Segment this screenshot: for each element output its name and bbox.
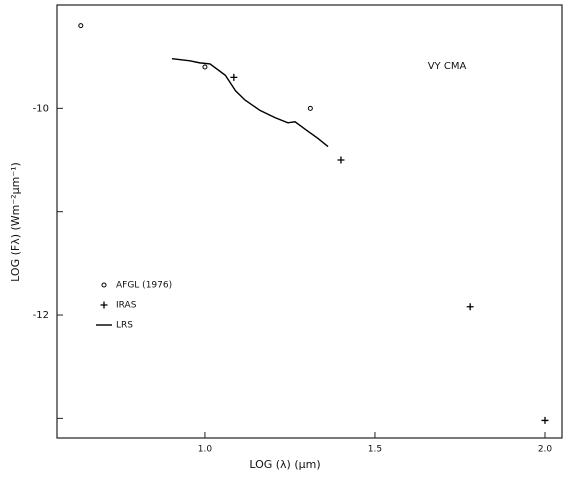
x-tick-label: 1.0: [198, 445, 213, 455]
legend-label: LRS: [116, 321, 133, 331]
legend-label: AFGL (1976): [116, 281, 172, 291]
data-point: [337, 156, 345, 164]
legend-label: IRAS: [116, 301, 137, 311]
data-point: [466, 303, 474, 311]
data-point: [202, 64, 208, 70]
x-tick-label: 1.5: [368, 445, 382, 455]
data-point: [78, 23, 84, 29]
x-axis-label: LOG (λ) (μm): [249, 458, 320, 471]
y-axis-label: LOG (Fλ) (Wm⁻²μm⁻¹): [9, 162, 22, 282]
y-tick-label: -12: [33, 310, 49, 321]
lrs-line: [171, 58, 329, 148]
legend-swatch: [100, 301, 108, 309]
annotation: VY CMA: [428, 61, 467, 72]
x-tick-label: 2.0: [538, 445, 553, 455]
data-point: [541, 416, 549, 424]
data-point: [230, 73, 238, 81]
data-point: [307, 105, 313, 111]
y-tick-label: -10: [33, 103, 49, 114]
legend-swatch: [101, 282, 107, 288]
plot-frame: [56, 4, 563, 439]
